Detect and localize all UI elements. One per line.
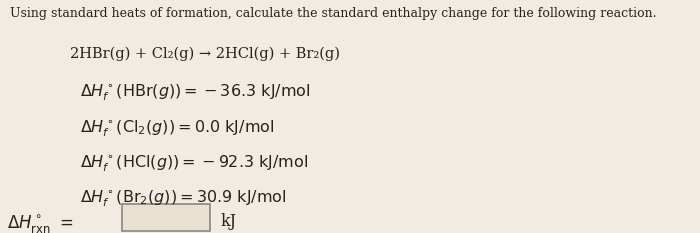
Text: $\Delta H_f^\circ(\mathrm{Br_2}(g)) = 30.9\ \mathrm{kJ/mol}$: $\Delta H_f^\circ(\mathrm{Br_2}(g)) = 30… [80,189,287,209]
Text: $\Delta H_f^\circ(\mathrm{HCl}(g)) = -92.3\ \mathrm{kJ/mol}$: $\Delta H_f^\circ(\mathrm{HCl}(g)) = -92… [80,154,309,174]
Text: $\Delta H^\circ_{\mathrm{rxn}}\ =$: $\Delta H^\circ_{\mathrm{rxn}}\ =$ [7,213,74,233]
Text: $\Delta H_f^\circ(\mathrm{HBr}(g)) = -36.3\ \mathrm{kJ/mol}$: $\Delta H_f^\circ(\mathrm{HBr}(g)) = -36… [80,83,311,103]
Text: $\Delta H_f^\circ(\mathrm{Cl_2}(g)) = 0.0\ \mathrm{kJ/mol}$: $\Delta H_f^\circ(\mathrm{Cl_2}(g)) = 0.… [80,119,275,139]
FancyBboxPatch shape [122,204,210,231]
Text: Using standard heats of formation, calculate the standard enthalpy change for th: Using standard heats of formation, calcu… [10,7,657,20]
Text: kJ: kJ [220,213,237,230]
Text: 2HBr(g) + Cl₂(g) → 2HCl(g) + Br₂(g): 2HBr(g) + Cl₂(g) → 2HCl(g) + Br₂(g) [70,47,340,61]
